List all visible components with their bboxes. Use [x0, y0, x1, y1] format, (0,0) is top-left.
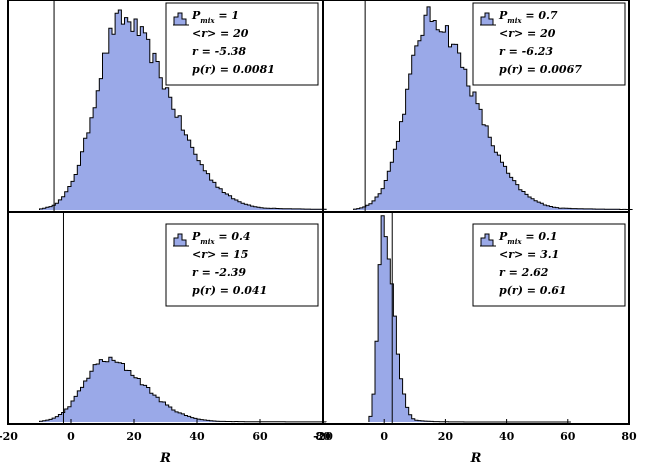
- x-axis-label: R: [159, 451, 171, 466]
- legend-line: r = 2.62: [499, 266, 549, 279]
- x-tick-label: 40: [189, 430, 205, 443]
- legend-p-mix: Pmix = 0.1: [498, 230, 558, 246]
- x-tick-label: 0: [380, 430, 388, 443]
- legend-p-mix: Pmix = 1: [191, 9, 239, 25]
- x-tick-label: 60: [252, 430, 268, 443]
- legend-line: p(r) = 0.0081: [192, 63, 275, 76]
- legend-box: [165, 223, 319, 307]
- legend-box: [472, 223, 626, 307]
- legend-line: p(r) = 0.0067: [499, 63, 582, 76]
- legend-line: p(r) = 0.041: [192, 284, 267, 297]
- legend-line: r = -2.39: [192, 266, 246, 279]
- x-tick-label: 60: [560, 430, 576, 443]
- histogram-icon: [173, 12, 189, 26]
- x-tick-label: 80: [315, 430, 331, 443]
- legend-p-mix: Pmix = 0.4: [191, 230, 251, 246]
- histogram-fill: [39, 10, 327, 210]
- panel-top-left: Pmix = 1 <r> = 20 r = -5.38 p(r) = 0.0081: [39, 0, 327, 212]
- histogram-fill: [353, 6, 633, 211]
- x-axis-right: -20 0 20 40 60 80 R: [313, 419, 637, 466]
- panel-top-right: Pmix = 0.7 <r> = 20 r = -6.23 p(r) = 0.0067: [353, 0, 633, 212]
- histogram-fill: [368, 215, 571, 422]
- x-tick-label: 80: [621, 430, 637, 443]
- legend-box: [472, 2, 626, 86]
- legend-line: r = -6.23: [499, 45, 553, 58]
- x-tick-label: 20: [126, 430, 142, 443]
- x-axis-label: R: [470, 451, 482, 466]
- panels-group: Pmix = 1<r> = 20r = -5.38p(r) = 0.0081Pm…: [7, 0, 633, 425]
- histogram-icon: [480, 12, 496, 26]
- x-tick-label: 40: [499, 430, 515, 443]
- panel-bottom-left: Pmix = 0.4 <r> = 15 r = -2.39 p(r) = 0.041: [39, 212, 327, 424]
- histogram-icon: [480, 233, 496, 247]
- x-tick-label: -20: [0, 430, 18, 443]
- x-tick-label: 0: [67, 430, 75, 443]
- legend-line: p(r) = 0.61: [499, 284, 567, 297]
- legend-box: [165, 2, 319, 86]
- histogram-icon: [173, 233, 189, 247]
- histogram-outline: [368, 215, 571, 423]
- legend-p-mix: Pmix = 0.7: [498, 9, 558, 25]
- histogram-outline: [39, 9, 327, 210]
- legend-line: <r> = 15: [192, 248, 248, 261]
- histogram-outline: [39, 356, 327, 423]
- histogram-fill: [39, 357, 327, 422]
- panel-bottom-right: Pmix = 0.1 <r> = 3.1 r = 2.62 p(r) = 0.61: [368, 212, 626, 424]
- x-tick-label: -20: [313, 430, 333, 443]
- legend-line: <r> = 3.1: [499, 248, 559, 261]
- x-axis-left: -20 0 20 40 60 80 R: [0, 419, 331, 466]
- x-tick-label: 20: [438, 430, 454, 443]
- legend-line: r = -5.38: [192, 45, 246, 58]
- histogram-outline: [353, 6, 633, 210]
- legend-line: <r> = 20: [499, 27, 556, 40]
- legend-line: <r> = 20: [192, 27, 249, 40]
